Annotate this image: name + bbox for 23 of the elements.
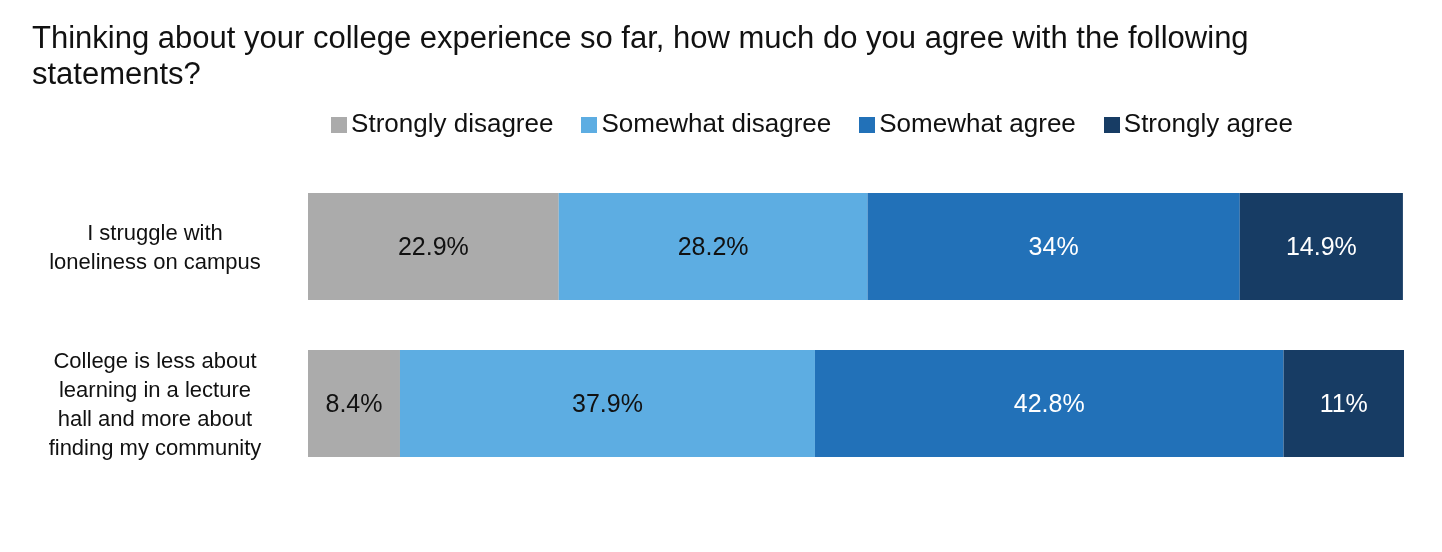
data-label: 8.4% bbox=[325, 389, 383, 418]
bar bbox=[1283, 350, 1404, 458]
data-label: 42.8% bbox=[1013, 389, 1085, 418]
bar bbox=[308, 193, 559, 301]
bar bbox=[308, 350, 400, 458]
bar bbox=[814, 350, 1284, 458]
data-label: 14.9% bbox=[1285, 232, 1357, 261]
legend-label: Somewhat agree bbox=[879, 108, 1076, 138]
chart-title: Thinking about your college experience so far, how much do you agree with the following statements? bbox=[31, 19, 1250, 92]
data-label: 22.9% bbox=[397, 232, 469, 261]
data-label: 34% bbox=[1028, 232, 1079, 261]
data-label: 37.9% bbox=[572, 389, 643, 418]
bar bbox=[1239, 193, 1403, 301]
y-tick-label: College is less about learning in a lecture hall and more about finding my community bbox=[48, 347, 262, 460]
bar bbox=[867, 193, 1240, 301]
bar bbox=[558, 193, 868, 301]
legend-label: Strongly disagree bbox=[351, 108, 554, 138]
data-label: 28.2% bbox=[677, 232, 749, 261]
bar bbox=[399, 350, 815, 458]
y-tick-label: I struggle with loneliness on campus bbox=[49, 219, 261, 274]
legend-label: Strongly agree bbox=[1123, 108, 1293, 138]
data-label: 11% bbox=[1319, 389, 1368, 418]
legend-label: Somewhat disagree bbox=[601, 108, 832, 138]
